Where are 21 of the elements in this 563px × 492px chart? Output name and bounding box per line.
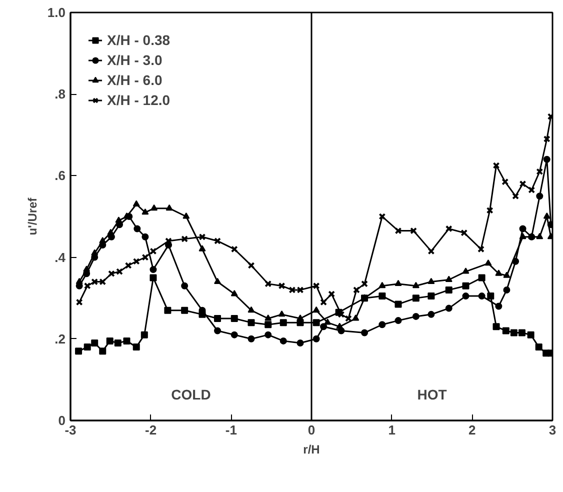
y-tick-label: 1.0 (47, 5, 66, 20)
annotation: HOT (417, 386, 448, 402)
x-axis-title: r/H (303, 442, 320, 456)
x-tick-label: -2 (145, 422, 157, 438)
legend-label: X/H - 0.38 (107, 32, 170, 48)
legend-label: X/H - 12.0 (107, 92, 170, 108)
y-tick-label: .2 (54, 331, 66, 346)
x-tick-label: 3 (548, 422, 556, 438)
x-tick-label: -1 (225, 422, 237, 438)
y-axis-title: u'/Uref (25, 196, 40, 236)
annotation: COLD (171, 386, 211, 402)
x-tick-label: -3 (64, 422, 76, 438)
x-tick-label: 2 (468, 422, 476, 438)
y-tick-label: .8 (54, 86, 66, 102)
y-tick-label: .6 (54, 168, 66, 184)
x-tick-label: 0 (308, 422, 316, 438)
y-tick-label: .4 (54, 250, 66, 265)
x-tick-label: 1 (388, 422, 396, 438)
legend-label: X/H - 3.0 (107, 52, 162, 68)
y-tick-label: 0 (58, 413, 66, 428)
legend-label: X/H - 6.0 (107, 72, 162, 88)
